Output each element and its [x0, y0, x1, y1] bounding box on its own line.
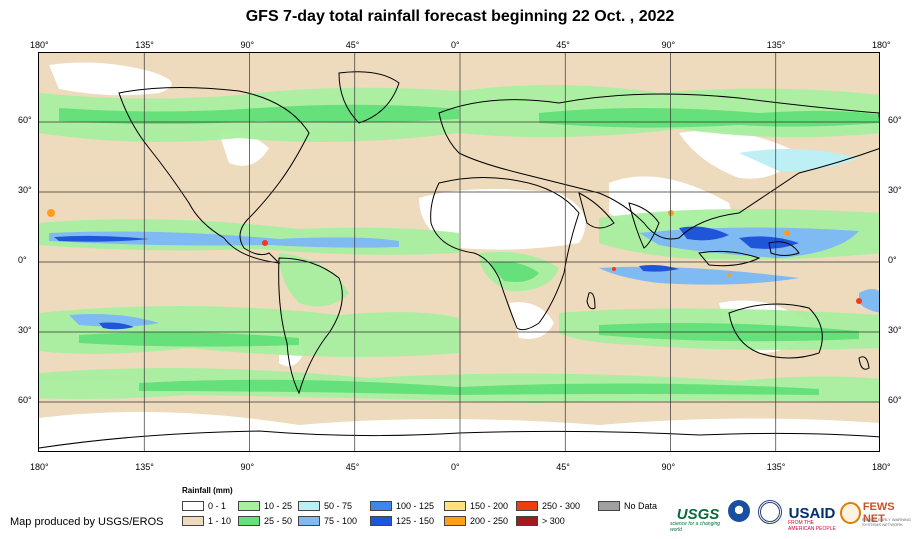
legend-item: 150 - 200: [444, 501, 508, 511]
top-longitude-label: 180°: [30, 40, 49, 50]
bottom-longitude-label: 45°: [556, 462, 570, 472]
bottom-longitude-label: 180°: [30, 462, 49, 472]
legend-item: 125 - 150: [370, 516, 434, 526]
legend-item: 75 - 100: [298, 516, 357, 526]
legend-label: > 300: [542, 516, 565, 526]
legend-label: 25 - 50: [264, 516, 293, 526]
government-seal-logo: [758, 500, 782, 524]
bottom-longitude-label: 45°: [345, 462, 360, 472]
globe-icon: [840, 502, 861, 524]
left-latitude-label: 30°: [18, 185, 32, 195]
fews-net-tagline: FAMINE EARLY WARNING SYSTEMS NETWORK: [862, 517, 912, 527]
legend-label: 100 - 125: [396, 501, 435, 511]
legend-swatch: [238, 516, 260, 526]
legend-title: Rainfall (mm): [182, 486, 233, 495]
legend-swatch: [370, 501, 392, 511]
top-longitude-label: 45°: [345, 40, 360, 50]
usaid-tagline: FROM THE AMERICAN PEOPLE: [788, 520, 836, 532]
legend-label: 150 - 200: [470, 501, 509, 511]
right-latitude-label: 60°: [888, 115, 902, 125]
legend-item: 200 - 250: [444, 516, 508, 526]
right-latitude-label: 30°: [888, 185, 902, 195]
legend-item: 100 - 125: [370, 501, 434, 511]
legend-swatch: [182, 516, 204, 526]
top-longitude-label: 45°: [556, 40, 570, 50]
top-longitude-label: 0°: [451, 40, 460, 50]
rain-150-plus: [47, 209, 862, 304]
usaid-logo: USAID FROM THE AMERICAN PEOPLE: [786, 500, 838, 533]
right-latitude-label: 0°: [888, 255, 897, 265]
usgs-logo: USGS science for a changing world: [668, 500, 728, 534]
legend-item: 0 - 1: [182, 501, 226, 511]
top-longitude-label: 90°: [240, 40, 255, 50]
right-latitude-label: 60°: [888, 395, 902, 405]
rain-100-150: [54, 226, 799, 330]
legend-item: 1 - 10: [182, 516, 231, 526]
usgs-tagline: science for a changing world: [670, 521, 721, 533]
noaa-logo: [728, 500, 750, 522]
legend-item: 10 - 25: [238, 501, 292, 511]
coastlines: [39, 71, 879, 449]
legend-swatch: [516, 501, 538, 511]
legend-label: 75 - 100: [324, 516, 358, 526]
graticule: [39, 53, 879, 451]
bottom-longitude-label: 180°: [872, 462, 891, 472]
legend-label: No Data: [624, 501, 658, 511]
legend-swatch: [516, 516, 538, 526]
map-title: GFS 7-day total rainfall forecast beginn…: [245, 8, 675, 25]
left-latitude-label: 60°: [18, 115, 32, 125]
legend-swatch: [238, 501, 260, 511]
top-longitude-label: 135°: [766, 40, 786, 50]
bottom-longitude-label: 135°: [135, 462, 154, 472]
fews-net-logo-text: FEWS NET: [862, 501, 895, 525]
top-longitude-label: 90°: [661, 40, 676, 50]
bottom-longitude-label: 90°: [661, 462, 676, 472]
legend-item: 50 - 75: [298, 501, 352, 511]
legend-label: 125 - 150: [396, 516, 435, 526]
usgs-logo-text: USGS: [676, 505, 720, 523]
usaid-logo-text: USAID: [788, 504, 836, 522]
bottom-longitude-label: 90°: [240, 462, 255, 472]
left-latitude-label: 30°: [18, 325, 32, 335]
left-latitude-label: 0°: [18, 255, 27, 265]
legend-swatch: [444, 501, 466, 511]
top-longitude-label: 180°: [872, 40, 891, 50]
legend-swatch: [298, 516, 320, 526]
legend-swatch: [182, 501, 204, 511]
legend-label: 0 - 1: [208, 501, 227, 511]
rainfall-map[interactable]: [38, 52, 880, 452]
legend-swatch: [370, 516, 392, 526]
left-latitude-label: 60°: [18, 395, 32, 405]
legend-label: 250 - 300: [542, 501, 581, 511]
rain-25-50: [59, 104, 879, 395]
legend-swatch: [444, 516, 466, 526]
legend-swatch: [298, 501, 320, 511]
legend-label: 50 - 75: [324, 501, 353, 511]
legend-label: 10 - 25: [264, 501, 293, 511]
legend-swatch: [598, 501, 620, 511]
legend-item: 250 - 300: [516, 501, 580, 511]
bottom-longitude-label: 0°: [451, 462, 460, 472]
legend-item: > 300: [516, 516, 565, 526]
credit-text: Map produced by USGS/EROS: [10, 516, 164, 528]
top-longitude-label: 135°: [135, 40, 154, 50]
fews-net-logo: FEWS NET FAMINE EARLY WARNING SYSTEMS NE…: [840, 500, 916, 527]
legend-label: 200 - 250: [470, 516, 509, 526]
legend-item: 25 - 50: [238, 516, 292, 526]
right-latitude-label: 30°: [888, 325, 902, 335]
legend-item: No Data: [598, 501, 657, 511]
bottom-longitude-label: 135°: [766, 462, 786, 472]
rainfall-map-graphic: [39, 53, 879, 451]
legend-label: 1 - 10: [208, 516, 232, 526]
